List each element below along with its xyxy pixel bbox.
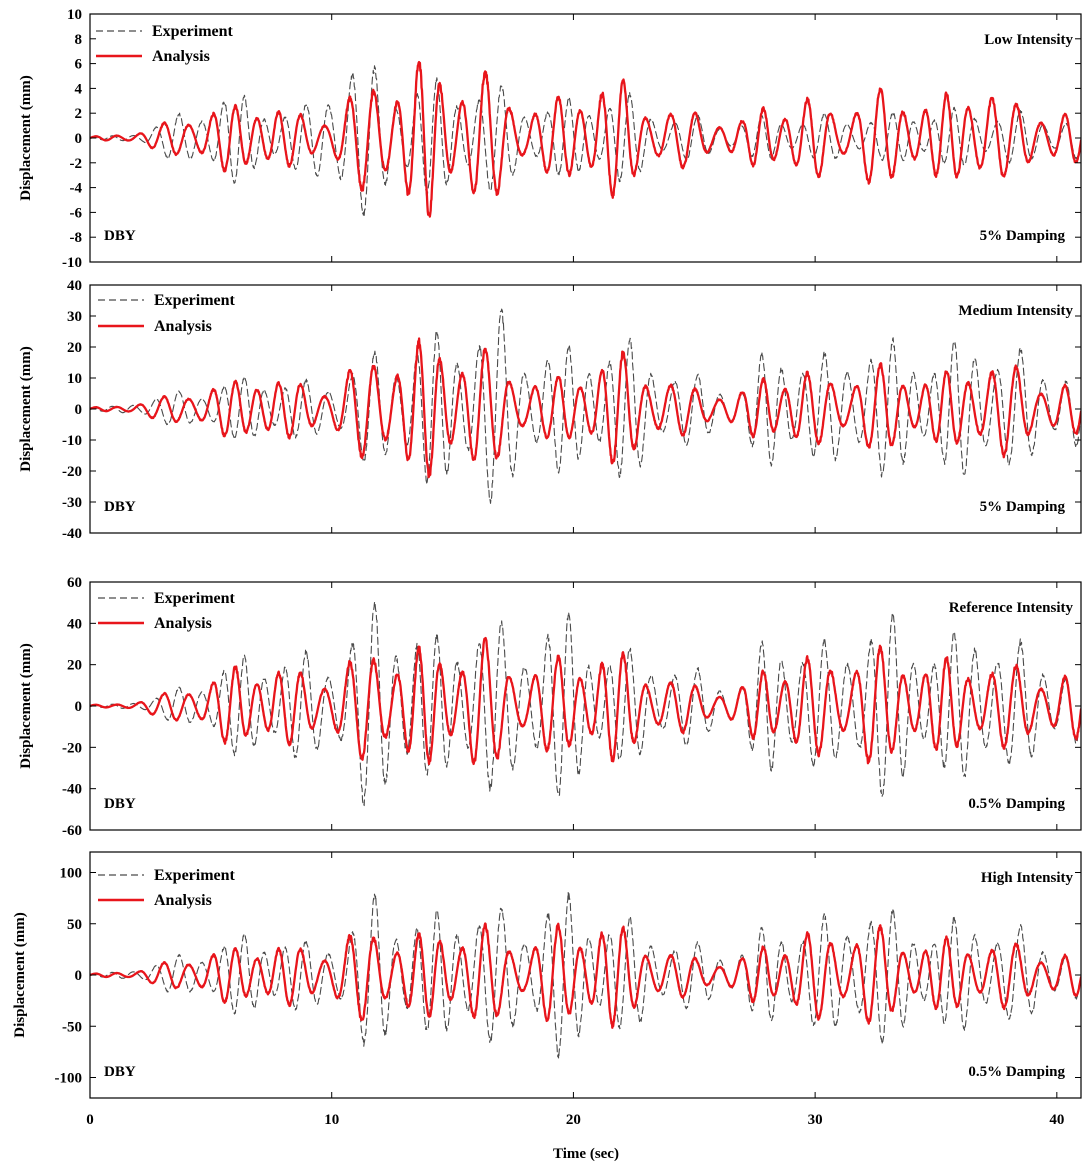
y-axis-title: Displacement (mm) bbox=[18, 346, 34, 471]
y-tick-label: -2 bbox=[70, 156, 83, 172]
x-axis-title: Time (sec) bbox=[553, 1146, 619, 1162]
y-tick-label: 8 bbox=[75, 32, 83, 48]
legend-label-analysis: Analysis bbox=[154, 318, 212, 335]
y-tick-label: -100 bbox=[55, 1071, 83, 1087]
panel-low: -10 -8 -6 -4 -2 0 2 4 6 8 10 Displacement (mm) Exper… bbox=[18, 7, 1082, 271]
y-tick-label: 0 bbox=[75, 699, 83, 715]
legend: Experiment Analysis bbox=[96, 23, 234, 65]
intensity-label: Low Intensity bbox=[984, 32, 1073, 48]
y-tick-label: 40 bbox=[67, 278, 82, 294]
y-tick-label: -10 bbox=[62, 433, 82, 449]
y-tick-label: -40 bbox=[62, 782, 82, 798]
y-tick-label: -4 bbox=[70, 181, 83, 197]
y-tick-label: 100 bbox=[60, 866, 83, 882]
damping-label: 0.5% Damping bbox=[968, 796, 1065, 812]
y-tick-label: -60 bbox=[62, 823, 82, 839]
y-axis-title: Displacement (mm) bbox=[18, 643, 34, 768]
series-analysis-low bbox=[90, 60, 1081, 218]
y-tick-label: 6 bbox=[75, 57, 83, 73]
legend-label-experiment: Experiment bbox=[154, 867, 236, 884]
y-tick-label: 0 bbox=[75, 402, 83, 418]
traces-reference bbox=[90, 601, 1081, 807]
panel-high: -100 -50 0 50 100 0 10 20 30 40 Displacement (mm) E… bbox=[12, 851, 1082, 1128]
traces-medium bbox=[90, 308, 1081, 504]
x-tick-label: 30 bbox=[808, 1112, 823, 1128]
y-tick-label: 20 bbox=[67, 340, 82, 356]
y-tick-label: -30 bbox=[62, 495, 82, 511]
legend-label-analysis: Analysis bbox=[154, 892, 212, 909]
y-tick-label: -8 bbox=[70, 230, 83, 246]
legend-label-experiment: Experiment bbox=[154, 292, 236, 309]
y-tick-label: -10 bbox=[62, 255, 82, 271]
y-axis-title: Displacement (mm) bbox=[18, 75, 34, 200]
x-tick-label: 20 bbox=[566, 1112, 581, 1128]
legend-label-analysis: Analysis bbox=[154, 615, 212, 632]
y-tick-label: 60 bbox=[67, 575, 82, 591]
series-analysis-high bbox=[90, 922, 1081, 1029]
y-tick-label: 40 bbox=[67, 616, 82, 632]
station-label: DBY bbox=[104, 499, 136, 515]
station-label: DBY bbox=[104, 796, 136, 812]
y-tick-label: 50 bbox=[67, 917, 82, 933]
x-tick-label: 0 bbox=[86, 1112, 94, 1128]
y-tick-label: 10 bbox=[67, 371, 82, 387]
series-experiment-high bbox=[90, 891, 1081, 1060]
y-tick-label: 30 bbox=[67, 309, 82, 325]
damping-label: 5% Damping bbox=[980, 228, 1066, 244]
y-tick-label: -50 bbox=[62, 1019, 82, 1035]
damping-label: 5% Damping bbox=[980, 499, 1066, 515]
series-analysis-reference bbox=[90, 636, 1081, 766]
legend: Experiment Analysis bbox=[98, 867, 236, 909]
intensity-label: High Intensity bbox=[981, 870, 1074, 886]
panel-medium: -40 -30 -20 -10 0 10 20 30 40 Displacement (mm) Ex… bbox=[18, 278, 1082, 542]
y-tick-label: -20 bbox=[62, 740, 82, 756]
legend-label-experiment: Experiment bbox=[152, 23, 234, 40]
x-tick-label: 10 bbox=[324, 1112, 339, 1128]
y-axis-title: Displacement (mm) bbox=[12, 912, 28, 1037]
x-axis: Time (sec) bbox=[553, 1146, 619, 1162]
y-tick-label: -6 bbox=[70, 205, 83, 221]
legend: Experiment Analysis bbox=[98, 292, 236, 335]
intensity-label: Medium Intensity bbox=[958, 303, 1073, 319]
y-tick-label: 4 bbox=[75, 81, 83, 97]
traces-low bbox=[90, 60, 1081, 218]
intensity-label: Reference Intensity bbox=[949, 600, 1074, 616]
y-tick-label: -40 bbox=[62, 526, 82, 542]
x-tick-label: 40 bbox=[1049, 1112, 1064, 1128]
station-label: DBY bbox=[104, 228, 136, 244]
panel-reference: -60 -40 -20 0 20 40 60 Displacement (mm) Experim… bbox=[18, 575, 1082, 839]
y-tick-label: 0 bbox=[75, 968, 83, 984]
series-experiment-medium bbox=[90, 308, 1081, 504]
y-tick-label: 20 bbox=[67, 658, 82, 674]
series-analysis-medium bbox=[90, 337, 1081, 479]
y-tick-label: 2 bbox=[75, 106, 83, 122]
damping-label: 0.5% Damping bbox=[968, 1064, 1065, 1080]
y-tick-label: -20 bbox=[62, 464, 82, 480]
legend-label-experiment: Experiment bbox=[154, 590, 236, 607]
legend: Experiment Analysis bbox=[98, 590, 236, 632]
traces-high bbox=[90, 891, 1081, 1060]
y-tick-label: 0 bbox=[75, 131, 83, 147]
station-label: DBY bbox=[104, 1064, 136, 1080]
y-tick-label: 10 bbox=[67, 7, 82, 23]
legend-label-analysis: Analysis bbox=[152, 48, 210, 65]
series-experiment-reference bbox=[90, 601, 1081, 807]
